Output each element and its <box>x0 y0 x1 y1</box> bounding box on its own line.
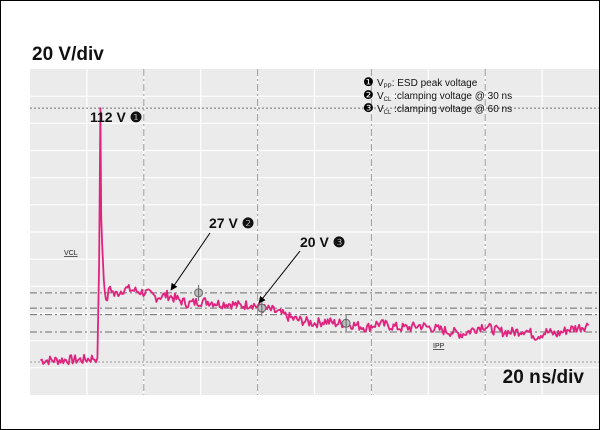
trace-label-ipp: IPP <box>433 343 445 350</box>
annotation-arrow <box>170 232 211 291</box>
horizontal-scale-label: 20 ns/div <box>502 367 584 388</box>
legend-entry: VPP: ESD peak voltage <box>377 78 478 90</box>
annotation-label: 112 V ❶ <box>90 109 142 125</box>
annotation-label: 27 V ❷ <box>209 215 254 231</box>
legend-entry: VCL :clamping voltage @ 30 ns <box>377 91 512 103</box>
legend-entry: VCL :clamping voltage @ 60 ns <box>377 104 512 116</box>
vertical-scale-label: 20 V/div <box>32 44 104 65</box>
voltage-trace <box>40 107 590 366</box>
annotation-label: 20 V ❸ <box>300 234 345 250</box>
legend-marker: ❸ <box>363 101 374 115</box>
legend-marker: ❶ <box>363 75 374 89</box>
legend-marker: ❷ <box>363 88 374 102</box>
annotation-arrow <box>258 250 301 304</box>
trace-label-vcl: VCL <box>64 250 78 257</box>
